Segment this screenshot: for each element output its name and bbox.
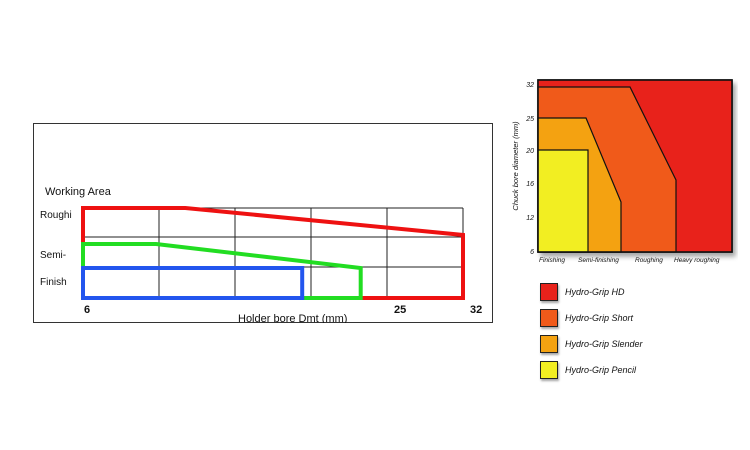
chuck-bore-chart: 32 25 20 16 12 6 Chuck bore diameter (mm…	[511, 79, 733, 264]
chart-frame	[33, 123, 493, 323]
y-tick-32: 32	[526, 82, 534, 89]
area-hydro-grip-pencil	[537, 149, 589, 253]
legend-item-pencil: Hydro-Grip Pencil	[540, 357, 643, 383]
x-tick-25: 25	[394, 304, 406, 316]
y-category-finish: Finish	[40, 277, 67, 288]
x-category-heavy-roughing: Heavy roughing	[674, 257, 720, 264]
series-outlines	[81, 206, 465, 300]
chart-title: Working Area	[45, 186, 112, 198]
y-tick-6: 6	[530, 249, 534, 256]
legend-item-hd: Hydro-Grip HD	[540, 279, 643, 305]
legend-label-hd: Hydro-Grip HD	[565, 287, 625, 297]
grid	[82, 207, 464, 299]
legend-label-short: Hydro-Grip Short	[565, 313, 634, 323]
legend-swatch-short	[540, 309, 558, 327]
x-category-roughing: Roughing	[635, 257, 663, 264]
y-tick-16: 16	[526, 181, 534, 188]
y-tick-20: 20	[525, 148, 534, 155]
x-category-finishing: Finishing	[539, 257, 565, 264]
y-category-rough: Roughi	[40, 210, 72, 221]
series-outline-semi	[81, 242, 363, 300]
legend: Hydro-Grip HD Hydro-Grip Short Hydro-Gri…	[540, 279, 643, 383]
series-outline-finish	[81, 266, 305, 300]
legend-swatch-slender	[540, 335, 558, 353]
y-category-semi: Semi-	[40, 250, 66, 261]
x-category-semi-finishing: Semi-finishing	[578, 257, 619, 264]
y-axis-label: Chuck bore diameter (mm)	[511, 121, 520, 211]
legend-item-slender: Hydro-Grip Slender	[540, 331, 643, 357]
legend-label-pencil: Hydro-Grip Pencil	[565, 365, 637, 375]
legend-swatch-hd	[540, 283, 558, 301]
y-tick-25: 25	[525, 116, 534, 123]
x-axis-label: Holder bore Dmt (mm)	[238, 313, 347, 323]
legend-item-short: Hydro-Grip Short	[540, 305, 643, 331]
y-tick-12: 12	[526, 215, 534, 222]
x-tick-32: 32	[470, 304, 482, 316]
legend-label-slender: Hydro-Grip Slender	[565, 339, 643, 349]
series-outline-rough	[81, 206, 465, 300]
legend-swatch-pencil	[540, 361, 558, 379]
x-tick-6: 6	[84, 304, 90, 316]
working-area-chart: Working Area Roughi Semi- Finish 6 25 32…	[33, 123, 493, 323]
